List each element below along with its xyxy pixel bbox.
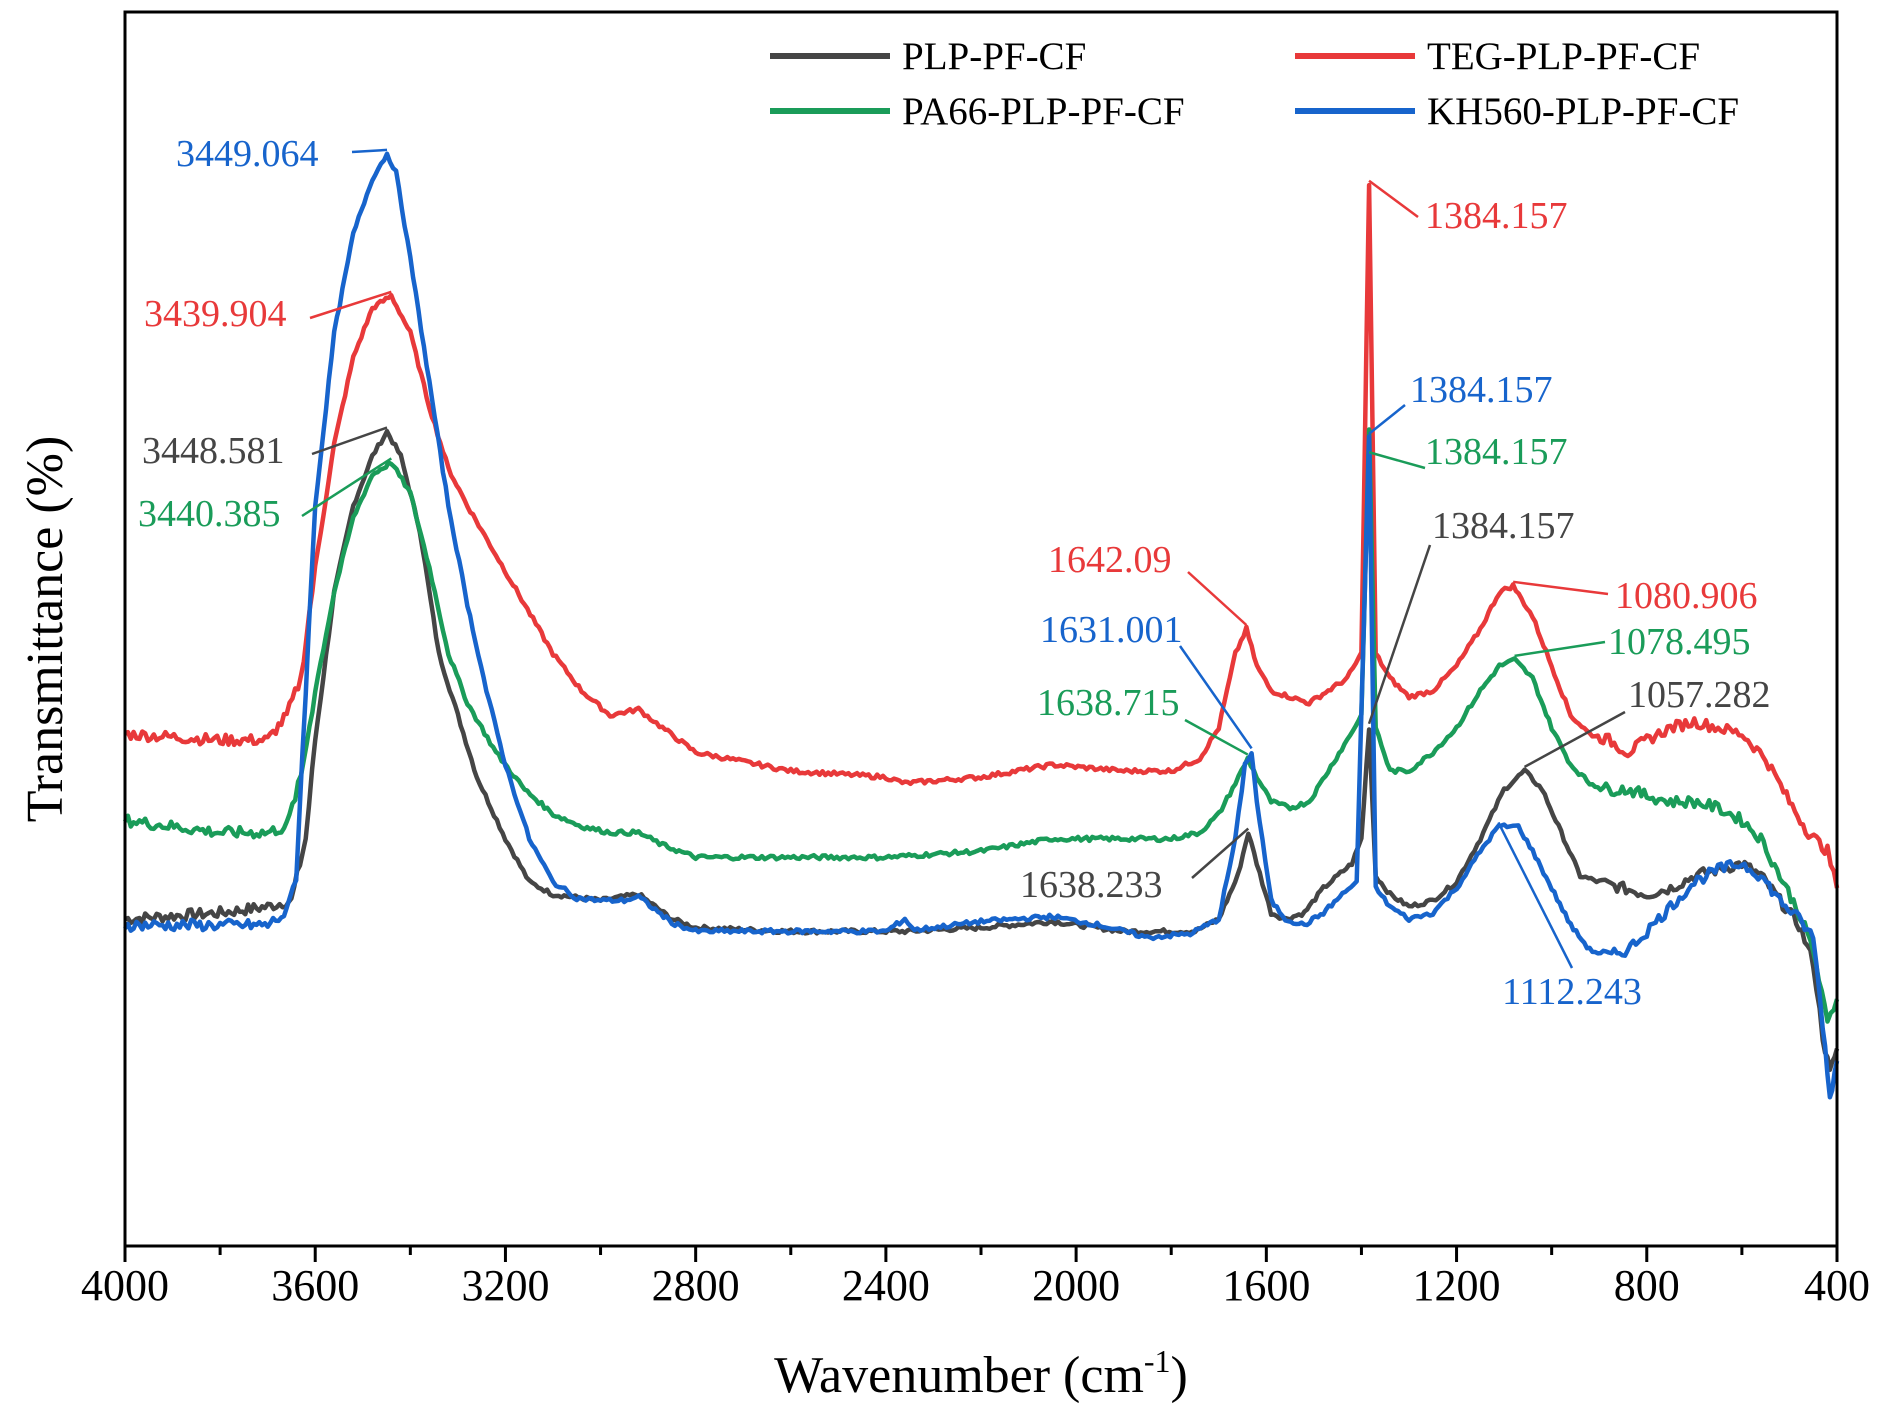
annotation-leader-line	[311, 426, 388, 456]
annotation-leader-line	[1514, 640, 1606, 658]
annotation-leader-line	[351, 148, 388, 154]
x-tick-label: 800	[1614, 1261, 1680, 1310]
x-tick-label: 1600	[1222, 1261, 1310, 1310]
annotation-leader-line	[1523, 710, 1626, 769]
legend-label: KH560-PLP-PF-CF	[1427, 90, 1739, 133]
peak-annotation-label: 3439.904	[144, 293, 287, 335]
x-tick-label: 4000	[81, 1261, 169, 1310]
peak-annotation-label: 1078.495	[1608, 621, 1751, 663]
annotation-leader-line	[1368, 404, 1406, 435]
series-layer	[122, 151, 1840, 1100]
annotation-leader-line	[1367, 544, 1432, 725]
peak-annotation-label: 3448.581	[142, 430, 285, 472]
legend-label: TEG-PLP-PF-CF	[1427, 35, 1700, 78]
peak-annotation-label: 1631.001	[1040, 609, 1183, 651]
annotation-leader-line	[1184, 718, 1249, 756]
peak-annotation-label: 1638.233	[1020, 864, 1163, 906]
peak-annotation-label: 1384.157	[1432, 505, 1575, 547]
peak-annotation-label: 1112.243	[1502, 971, 1642, 1013]
series-line-teg-plp-pf-cf	[124, 182, 1840, 889]
legend-label: PA66-PLP-PF-CF	[902, 90, 1185, 133]
annotation-leader-line	[1368, 179, 1419, 219]
annotation-leader-line	[1512, 580, 1609, 596]
annotation-leader-line	[1368, 451, 1426, 470]
peak-annotation-label: 1384.157	[1410, 369, 1553, 411]
annotation-leader-line	[1187, 571, 1248, 626]
x-tick-label: 400	[1804, 1261, 1870, 1310]
series-line-kh560-plp-pf-cf	[123, 151, 1840, 1100]
peak-annotation-label: 1057.282	[1628, 674, 1771, 716]
annotation-leader-line	[301, 457, 392, 518]
peak-annotation-label: 1384.157	[1425, 431, 1568, 473]
y-axis-title: Transmittance (%)	[17, 436, 74, 823]
series-line-pa66-plp-pf-cf	[122, 427, 1840, 1024]
x-tick-label: 3600	[271, 1261, 359, 1310]
peak-annotation-label: 3449.064	[176, 133, 319, 175]
x-tick-label: 2400	[842, 1261, 930, 1310]
x-axis-title: Wavenumber (cm-1)	[774, 1343, 1188, 1404]
x-tick-label: 3200	[461, 1261, 549, 1310]
peak-annotation-label: 1642.09	[1048, 539, 1172, 581]
legend-label: PLP-PF-CF	[902, 35, 1086, 78]
annotation-leader-line	[1497, 821, 1574, 969]
x-axis-ticks: 4000 3600 3200 2800 2400 2000 1600 1200 800 400	[81, 1246, 1870, 1310]
peak-annotation-label: 1080.906	[1615, 575, 1758, 617]
peak-annotation-label: 1384.157	[1425, 195, 1568, 237]
annotation-leader-line	[1191, 827, 1250, 879]
x-tick-label: 2800	[652, 1261, 740, 1310]
x-tick-label: 2000	[1032, 1261, 1120, 1310]
annotation-layer: 3449.064 3439.904 3448.581 3440.385 1384.157…	[138, 133, 1771, 1013]
annotation-leader-line	[1178, 645, 1253, 750]
x-tick-label: 1200	[1413, 1261, 1501, 1310]
legend: PLP-PF-CF TEG-PLP-PF-CF PA66-PLP-PF-CF KH56…	[770, 35, 1739, 133]
peak-annotation-label: 3440.385	[138, 493, 281, 535]
annotation-leader-line	[309, 290, 392, 320]
peak-annotation-label: 1638.715	[1037, 682, 1180, 724]
